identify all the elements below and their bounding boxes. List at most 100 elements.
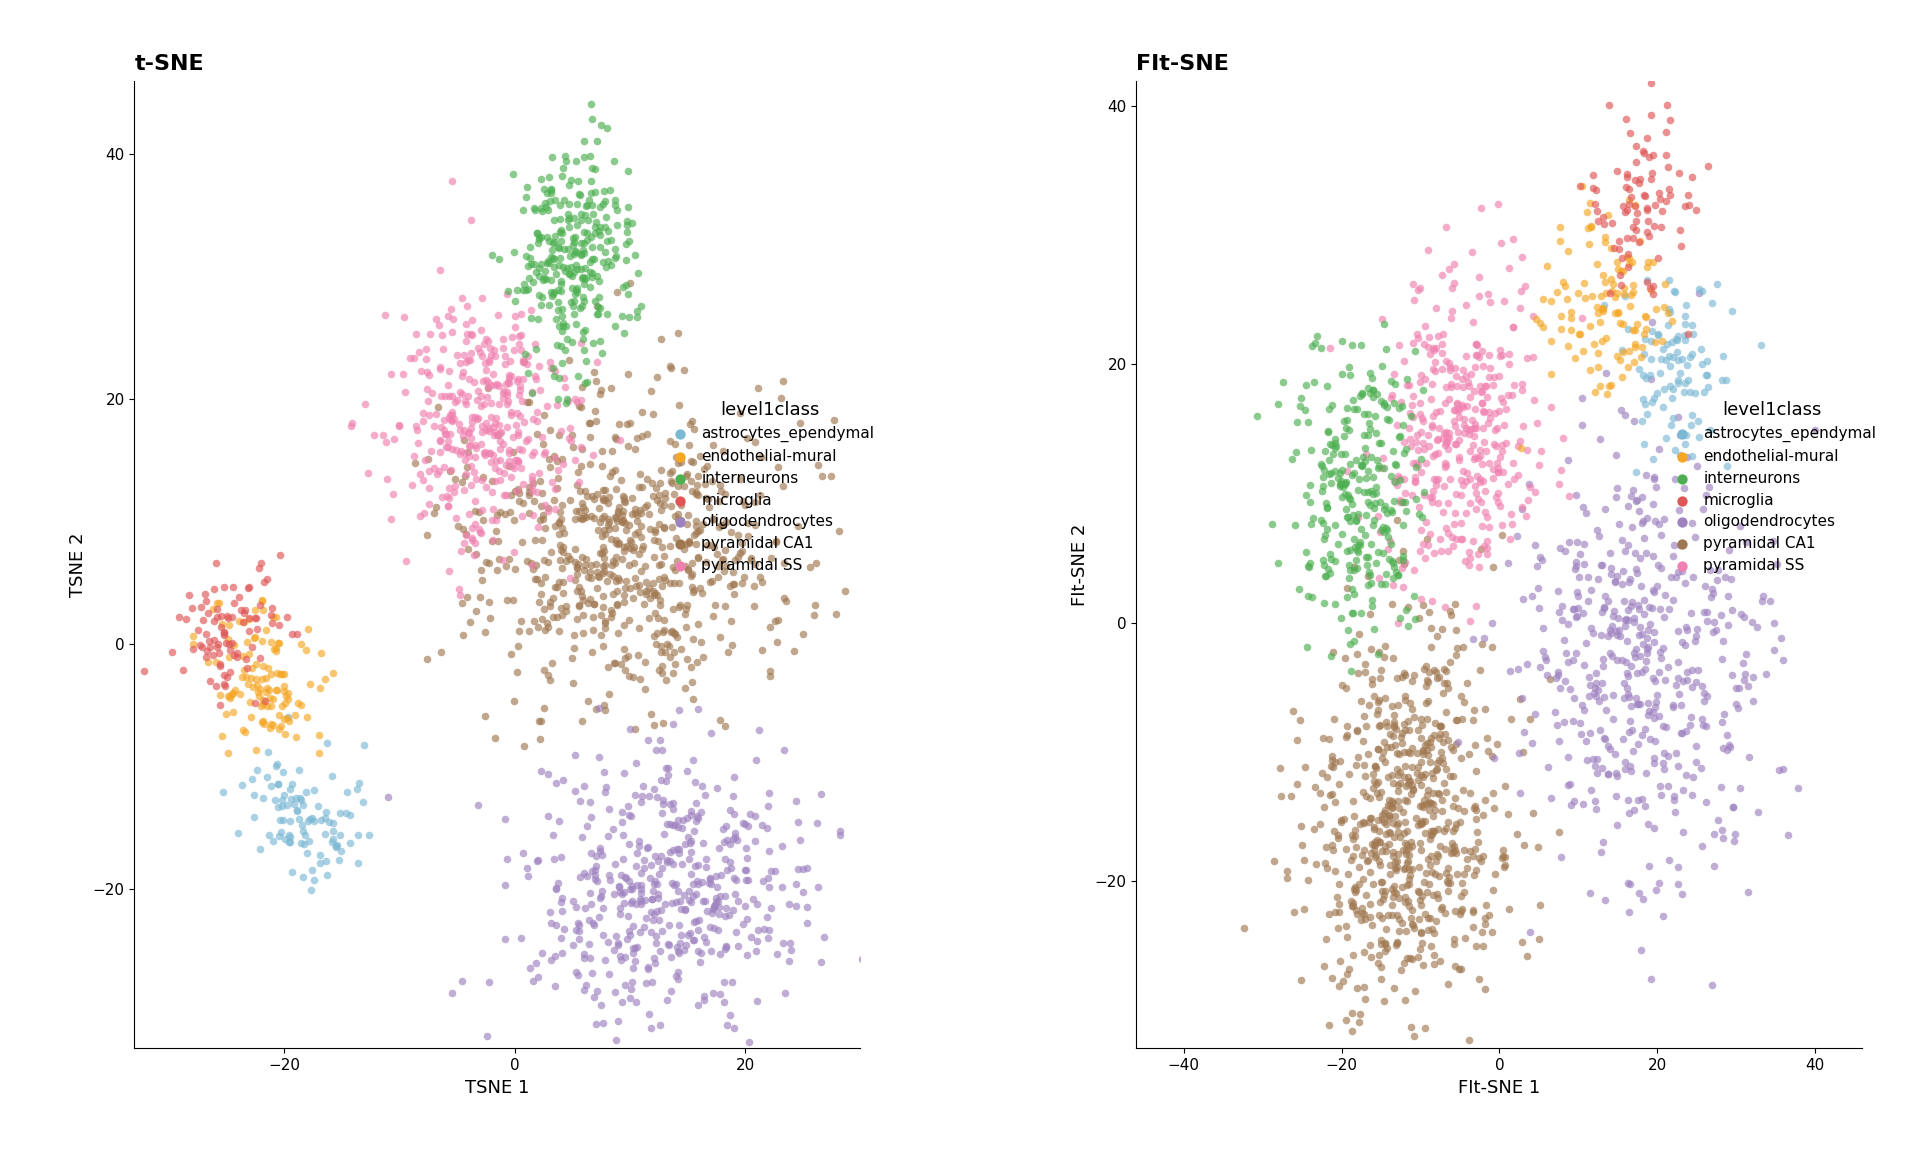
Point [1325, 464, 1356, 483]
Point [1350, 483, 1380, 501]
Point [463, 382, 493, 401]
Point [553, 175, 584, 194]
Point [574, 563, 605, 582]
Point [659, 600, 689, 619]
Point [540, 516, 570, 535]
Point [261, 755, 292, 773]
Point [1363, 821, 1394, 840]
Point [1511, 349, 1542, 367]
Point [545, 272, 576, 290]
Point [1471, 377, 1501, 395]
Point [1404, 279, 1434, 297]
Point [1505, 282, 1536, 301]
Point [484, 440, 515, 458]
Point [1611, 611, 1642, 629]
Point [1405, 841, 1436, 859]
Point [1574, 676, 1605, 695]
Point [424, 260, 455, 279]
Point [273, 712, 303, 730]
Point [1369, 935, 1400, 954]
Point [543, 573, 574, 591]
Point [526, 712, 557, 730]
Point [1336, 851, 1367, 870]
Point [1636, 366, 1667, 385]
Point [1292, 412, 1323, 431]
Point [1553, 338, 1584, 356]
Point [1636, 393, 1667, 411]
Point [553, 218, 584, 236]
Point [1436, 309, 1467, 327]
Point [1453, 612, 1484, 630]
Point [1707, 650, 1738, 668]
Point [1390, 841, 1421, 859]
Point [1396, 672, 1427, 690]
Point [1524, 456, 1555, 475]
Point [1371, 637, 1402, 655]
Point [1428, 429, 1459, 447]
Point [1379, 727, 1409, 745]
Point [1548, 429, 1578, 447]
Point [1382, 468, 1413, 486]
Point [578, 508, 609, 526]
Point [1432, 433, 1463, 452]
Point [649, 547, 680, 566]
Point [1707, 370, 1738, 388]
Point [1603, 232, 1634, 250]
Point [1640, 698, 1670, 717]
Point [588, 881, 618, 900]
Point [1580, 757, 1611, 775]
Point [1436, 843, 1467, 862]
Point [647, 576, 678, 594]
Point [424, 432, 455, 450]
Point [601, 430, 632, 448]
Point [250, 691, 280, 710]
Point [267, 811, 298, 829]
Point [1417, 920, 1448, 939]
Point [1423, 885, 1453, 903]
Point [219, 594, 250, 613]
Point [614, 516, 645, 535]
Point [1327, 332, 1357, 350]
Point [1404, 441, 1434, 460]
Point [1357, 380, 1388, 399]
Point [1294, 558, 1325, 576]
Point [1379, 808, 1409, 826]
Point [1628, 344, 1659, 363]
Point [528, 271, 559, 289]
Point [265, 545, 296, 563]
Point [680, 931, 710, 949]
Point [745, 720, 776, 738]
Point [467, 417, 497, 435]
Point [501, 372, 532, 391]
Point [518, 473, 549, 492]
Point [697, 573, 728, 591]
Point [659, 664, 689, 682]
Point [221, 647, 252, 666]
Point [559, 242, 589, 260]
Point [1494, 355, 1524, 373]
Point [1390, 691, 1421, 710]
Point [1482, 484, 1513, 502]
Point [1448, 900, 1478, 918]
Point [1296, 554, 1327, 573]
Point [1409, 694, 1440, 712]
Point [543, 811, 574, 829]
Point [580, 554, 611, 573]
Point [1496, 530, 1526, 548]
Point [645, 596, 676, 614]
Point [589, 257, 620, 275]
Point [493, 444, 524, 462]
Point [1628, 142, 1659, 160]
Point [582, 567, 612, 585]
Point [705, 905, 735, 924]
Point [453, 540, 484, 559]
Point [513, 347, 543, 365]
Point [1315, 464, 1346, 483]
Point [609, 324, 639, 342]
Point [609, 976, 639, 994]
Point [405, 507, 436, 525]
Point [242, 683, 273, 702]
Point [718, 585, 749, 604]
Point [311, 866, 342, 885]
Point [1348, 847, 1379, 865]
